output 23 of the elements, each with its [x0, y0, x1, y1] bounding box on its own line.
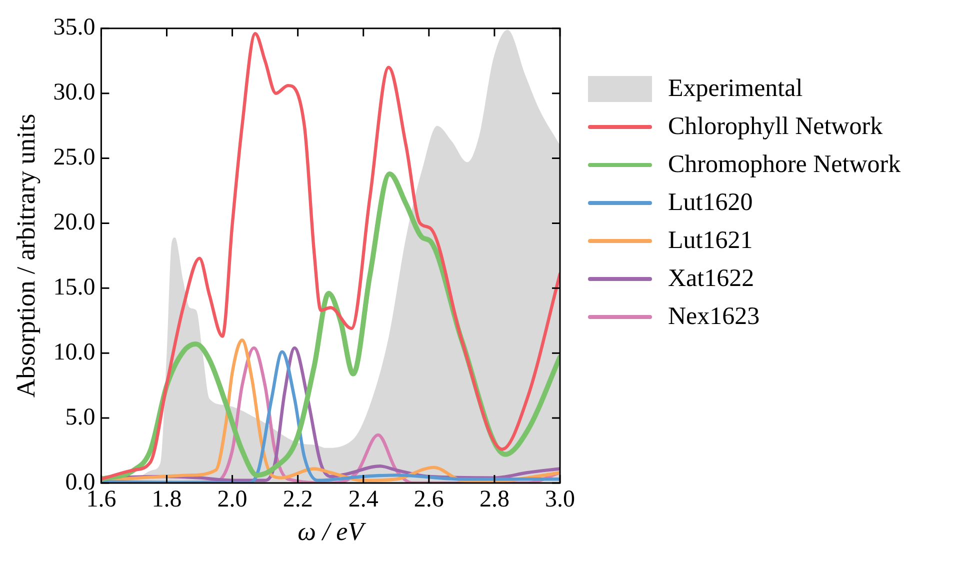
x-axis-title: ω / eV: [298, 517, 367, 546]
y-tick-label: 25.0: [53, 144, 96, 171]
legend-label: Chlorophyll Network: [668, 112, 883, 142]
y-tick-label: 35.0: [53, 14, 96, 41]
x-tick-label: 2.8: [479, 486, 510, 513]
legend-label: Chromophore Network: [668, 150, 901, 180]
x-tick-label: 2.2: [282, 486, 313, 513]
y-tick-label: 10.0: [53, 339, 96, 366]
y-tick-label: 15.0: [53, 274, 96, 300]
y-axis-title: Absorption / arbitrary units: [11, 114, 40, 398]
x-tick-label: 1.8: [152, 486, 182, 513]
legend-label: Lut1620: [668, 188, 753, 218]
legend-label: Experimental: [668, 74, 803, 104]
y-tick-label: 30.0: [53, 80, 96, 106]
legend-label: Nex1623: [668, 302, 760, 332]
x-tick-label: 2.4: [348, 486, 378, 513]
legend-label: Lut1621: [668, 226, 753, 256]
x-tick-label: 3.0: [545, 486, 575, 513]
legend-label: Xat1622: [668, 264, 754, 294]
x-tick-label: 2.6: [414, 486, 444, 513]
y-tick-label: 5.0: [65, 404, 96, 430]
y-tick-label: 20.0: [53, 210, 96, 236]
x-tick-label: 2.0: [217, 486, 248, 513]
